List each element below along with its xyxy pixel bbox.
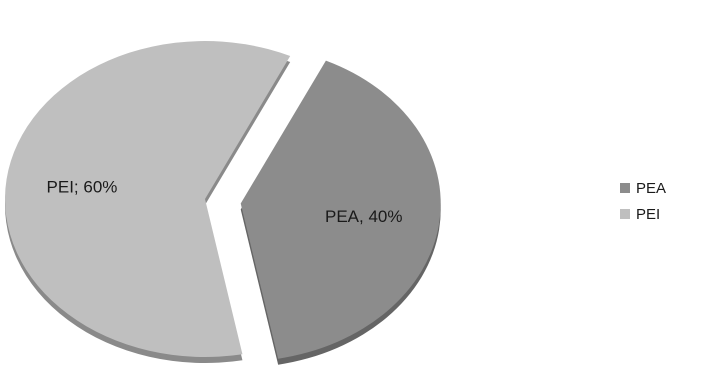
legend-label-pea: PEA	[636, 179, 667, 197]
legend-swatch-pei	[620, 209, 630, 219]
pie-slice-pea	[240, 60, 441, 359]
legend-label-pei: PEI	[636, 205, 661, 223]
legend-swatch-pea	[620, 183, 630, 193]
pie-slice-pei	[4, 40, 291, 357]
data-label-pei: PEI; 60%	[47, 178, 118, 197]
legend: PEA PEI	[620, 178, 666, 230]
legend-item-pei: PEI	[620, 204, 666, 224]
legend-item-pea: PEA	[620, 178, 666, 198]
data-label-pea: PEA, 40%	[325, 207, 403, 226]
